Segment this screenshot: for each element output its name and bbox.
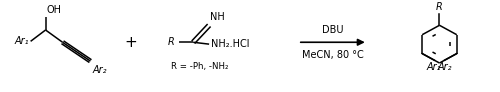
Text: MeCN, 80 °C: MeCN, 80 °C	[302, 50, 364, 60]
Text: R = -Ph, -NH₂: R = -Ph, -NH₂	[171, 62, 228, 71]
Text: Ar₁: Ar₁	[14, 36, 29, 46]
Text: OH: OH	[46, 5, 62, 15]
Text: Ar₁: Ar₁	[426, 62, 441, 72]
Text: DBU: DBU	[322, 25, 344, 35]
Text: +: +	[124, 35, 136, 50]
Text: NH₂.HCl: NH₂.HCl	[211, 39, 250, 49]
Text: NH: NH	[210, 12, 225, 22]
Text: R: R	[168, 37, 174, 47]
Text: Ar₂: Ar₂	[92, 65, 107, 75]
Text: Ar₂: Ar₂	[438, 62, 452, 72]
Text: R: R	[436, 2, 443, 12]
